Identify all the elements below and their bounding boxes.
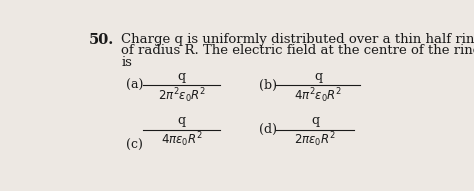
Text: (b): (b): [259, 79, 277, 92]
Text: q: q: [178, 114, 186, 127]
Text: of radius R. The electric field at the centre of the ring: of radius R. The electric field at the c…: [121, 45, 474, 57]
Text: 50.: 50.: [89, 33, 114, 47]
Text: $2\pi^2\varepsilon_0 R^2$: $2\pi^2\varepsilon_0 R^2$: [158, 86, 206, 105]
Text: is: is: [121, 56, 132, 69]
Text: (c): (c): [126, 139, 143, 152]
Text: q: q: [178, 70, 186, 83]
Text: $2\pi\varepsilon_0 R^2$: $2\pi\varepsilon_0 R^2$: [294, 131, 336, 149]
Text: $4\pi\varepsilon_0 R^2$: $4\pi\varepsilon_0 R^2$: [161, 131, 203, 149]
Text: q: q: [311, 114, 319, 127]
Text: q: q: [314, 70, 322, 83]
Text: $4\pi^2\varepsilon_0 R^2$: $4\pi^2\varepsilon_0 R^2$: [294, 86, 342, 105]
Text: Charge q is uniformly distributed over a thin half ring: Charge q is uniformly distributed over a…: [121, 33, 474, 46]
Text: (d): (d): [259, 123, 277, 136]
Text: (a): (a): [126, 79, 143, 92]
